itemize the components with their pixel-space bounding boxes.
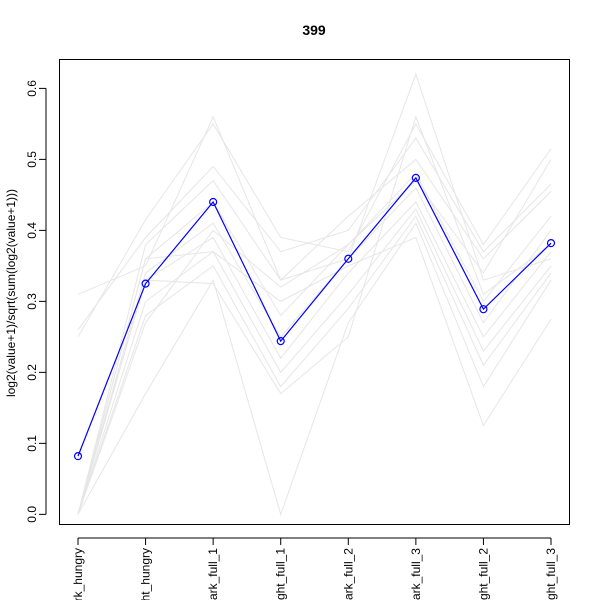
- background-series-line: [77, 222, 552, 516]
- y-tick-label: 0.0: [25, 506, 39, 523]
- background-series-line: [77, 72, 552, 295]
- background-series-line: [77, 115, 552, 515]
- highlight-point: [411, 173, 420, 182]
- highlight-point: [479, 305, 488, 314]
- highlight-point: [209, 197, 218, 207]
- x-tick-label: dark_hungry: [71, 548, 85, 600]
- highlight-point: [73, 452, 83, 461]
- highlight-series-group: [73, 173, 556, 461]
- background-series-line: [77, 186, 552, 515]
- y-tick-label: 0.1: [25, 435, 39, 452]
- x-tick-label: light_full_2: [476, 548, 490, 600]
- x-tick-label: light_full_3: [544, 548, 558, 600]
- highlight-point: [141, 279, 150, 288]
- y-axis: 0.0 0.1 0.2 0.3 0.4 0.5 0.6: [25, 80, 47, 523]
- y-tick-label: 0.6: [25, 80, 39, 97]
- y-tick-label: 0.4: [25, 222, 39, 239]
- x-tick-label: light_full_1: [274, 548, 288, 600]
- x-tick-label: dark_full_2: [341, 548, 355, 600]
- y-axis-label: log2(value+1)/sqrt(sum(log2(value+1))): [4, 189, 18, 397]
- x-axis: dark_hungry light_hungry dark_full_1 light_…: [71, 537, 558, 600]
- y-tick-label: 0.3: [25, 293, 39, 310]
- background-series-line: [77, 122, 552, 338]
- y-tick-label: 0.2: [25, 364, 39, 381]
- highlight-point: [276, 337, 285, 346]
- highlight-point: [546, 239, 556, 248]
- x-tick-label: light_hungry: [139, 548, 153, 600]
- background-series-line: [77, 172, 552, 515]
- background-series-line: [77, 208, 552, 515]
- background-series-line: [77, 159, 552, 515]
- background-series-line: [77, 137, 552, 331]
- background-series-line: [77, 201, 552, 515]
- plot-frame: [59, 59, 570, 525]
- background-series-group: [77, 72, 552, 516]
- chart-title: 399: [302, 22, 326, 38]
- x-tick-label: dark_full_3: [409, 548, 423, 600]
- y-tick-label: 0.5: [25, 151, 39, 168]
- x-tick-label: dark_full_1: [206, 548, 220, 600]
- background-series-line: [77, 158, 552, 515]
- background-series-line: [77, 236, 552, 515]
- highlight-point: [344, 254, 353, 263]
- highlight-series-line: [77, 176, 552, 457]
